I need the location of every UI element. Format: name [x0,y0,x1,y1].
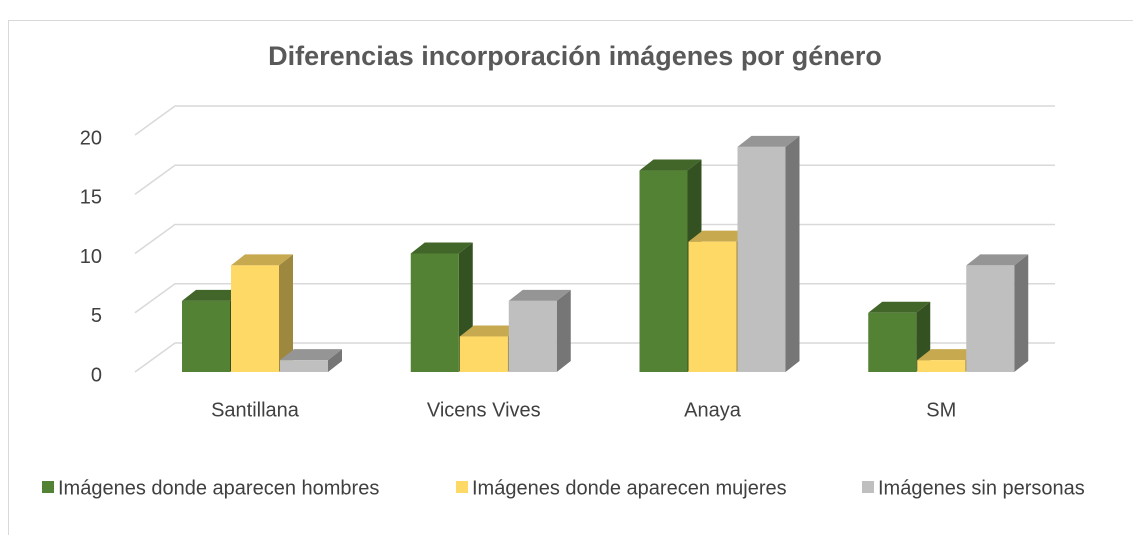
bar-top [459,325,522,337]
bar-top [182,289,244,301]
bar-front [737,146,786,372]
bar-front [917,360,966,372]
bar-top [966,254,1029,266]
legend-swatch [456,481,468,493]
bar-top [868,301,931,313]
bar-top [917,349,980,361]
bar-front [966,265,1015,372]
bar-front [280,360,328,372]
grid-line [134,105,1055,136]
bar-front [231,265,279,372]
x-tick-label: SM [926,399,956,421]
x-tick-label: Vicens Vives [427,399,541,421]
y-tick-label: 20 [80,127,102,149]
bar-side [1014,254,1029,372]
bar [280,349,342,372]
bar [966,254,1029,372]
bar-side [328,349,342,372]
legend-label: Imágenes sin personas [878,477,1085,499]
bar-top [639,159,702,171]
legend-label: Imágenes donde aparecen mujeres [472,477,787,499]
bar-front [688,241,737,372]
legend-label: Imágenes donde aparecen hombres [58,477,379,499]
x-tick-label: Santillana [211,399,300,421]
bar-top [508,289,571,301]
y-tick-label: 0 [91,364,102,386]
bar-front [459,336,508,372]
bar [508,289,571,372]
bar-front [410,253,459,372]
bar [231,254,293,372]
bar-front [868,312,917,372]
y-tick-label: 5 [91,305,102,327]
bar-front [508,300,557,372]
bar-top [231,254,293,266]
bar [737,135,800,372]
bar-front [639,170,688,372]
bar [410,242,473,372]
chart-title: Diferencias incorporación imágenes por g… [268,41,882,71]
x-tick-label: Anaya [684,399,742,421]
bar-side [556,289,571,372]
bar-top [410,242,473,254]
legend-swatch [42,481,54,493]
y-tick-label: 10 [80,246,102,268]
bar-front [182,300,230,372]
bar-top [737,135,800,147]
legend-swatch [862,481,874,493]
bar-top [280,349,342,361]
bar-side [279,254,293,372]
bar-top [688,230,751,242]
chart-border [8,20,1133,535]
y-tick-label: 15 [80,187,102,209]
bar-side [785,135,800,372]
